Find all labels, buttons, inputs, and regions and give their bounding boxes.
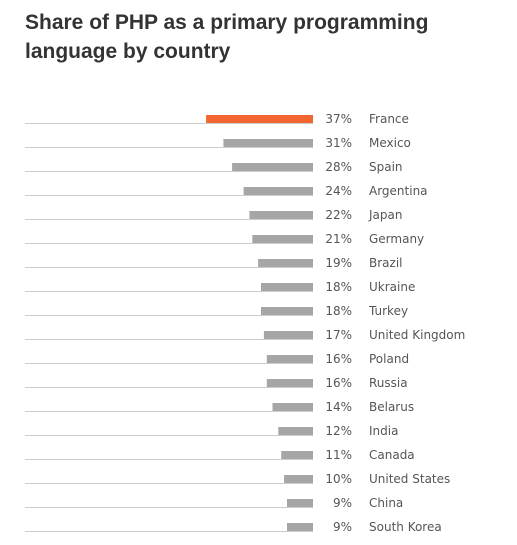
bar — [272, 403, 313, 411]
value-label: 9% — [333, 496, 352, 510]
value-label: 10% — [325, 472, 352, 486]
category-label: United States — [369, 472, 450, 486]
bar — [266, 379, 313, 387]
value-label: 16% — [325, 376, 352, 390]
bar — [281, 451, 313, 459]
value-label: 18% — [325, 280, 352, 294]
value-label: 12% — [325, 424, 352, 438]
category-label: Mexico — [369, 136, 411, 150]
bar — [206, 115, 313, 123]
category-label: Argentina — [369, 184, 428, 198]
category-label: Brazil — [369, 256, 403, 270]
bar — [261, 283, 313, 291]
value-label: 31% — [325, 136, 352, 150]
category-label: Spain — [369, 160, 403, 174]
category-label: Belarus — [369, 400, 414, 414]
bar — [261, 307, 313, 315]
value-label: 17% — [325, 328, 352, 342]
value-label: 14% — [325, 400, 352, 414]
bar — [243, 187, 313, 195]
value-label: 16% — [325, 352, 352, 366]
value-label: 19% — [325, 256, 352, 270]
bar — [263, 331, 313, 339]
category-label: Poland — [369, 352, 409, 366]
category-label: Germany — [369, 232, 424, 246]
category-label: United Kingdom — [369, 328, 465, 342]
category-label: China — [369, 496, 403, 510]
value-label: 37% — [325, 112, 352, 126]
value-label: 18% — [325, 304, 352, 318]
value-label: 28% — [325, 160, 352, 174]
category-label: South Korea — [369, 520, 442, 534]
chart-title: Share of PHP as a primary programming la… — [25, 11, 429, 63]
bar — [258, 259, 313, 267]
bar — [252, 235, 313, 243]
category-label: Japan — [368, 208, 402, 222]
bar — [287, 499, 313, 507]
value-label: 21% — [325, 232, 352, 246]
bar — [249, 211, 313, 219]
category-label: Turkey — [368, 304, 408, 318]
bar — [287, 523, 313, 531]
category-label: France — [369, 112, 409, 126]
category-label: Canada — [369, 448, 415, 462]
category-label: India — [369, 424, 398, 438]
value-label: 9% — [333, 520, 352, 534]
bar — [284, 475, 313, 483]
category-label: Russia — [369, 376, 408, 390]
value-label: 22% — [325, 208, 352, 222]
value-label: 24% — [325, 184, 352, 198]
bar — [266, 355, 313, 363]
bar — [232, 163, 313, 171]
bar — [278, 427, 313, 435]
bar — [223, 139, 313, 147]
value-label: 11% — [325, 448, 352, 462]
category-label: Ukraine — [369, 280, 415, 294]
